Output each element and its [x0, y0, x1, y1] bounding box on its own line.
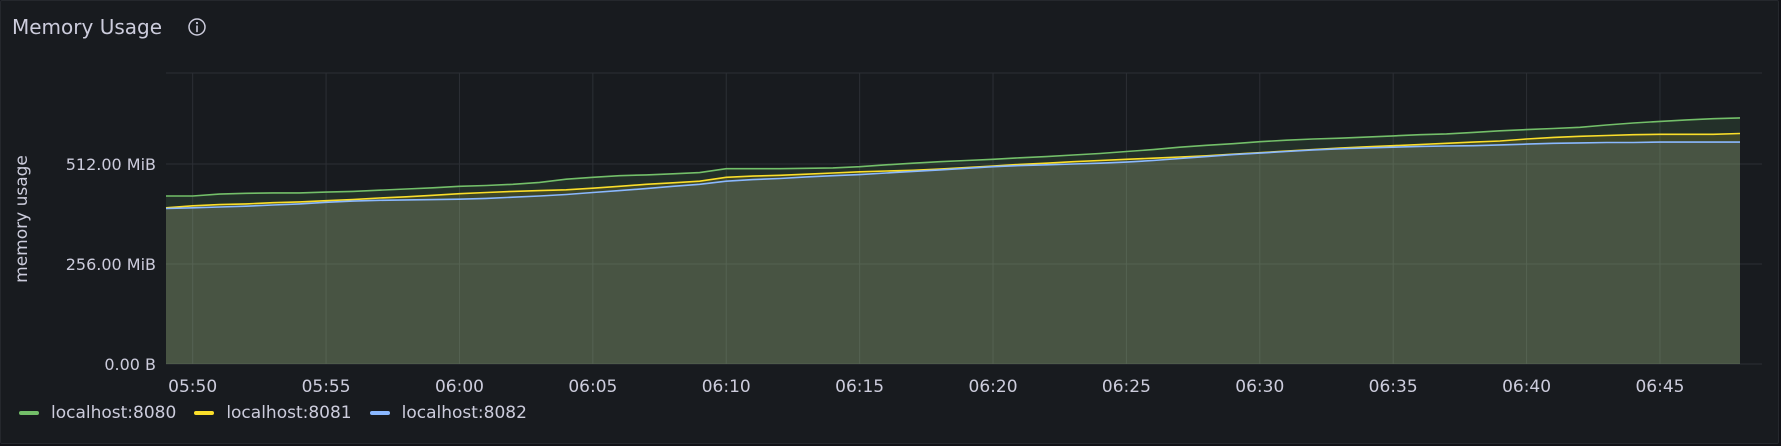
info-circle-icon[interactable]	[186, 16, 208, 38]
y-tick-label: 256.00 MiB	[66, 255, 156, 274]
series-line-localhost-8082	[165, 141, 1740, 210]
x-tick-label: 06:35	[1369, 377, 1418, 397]
y-tick-label: 512.00 MiB	[66, 155, 156, 174]
legend-label: localhost:8080	[51, 403, 177, 423]
series-area-localhost-8080	[166, 117, 1740, 365]
x-tick-label: 06:30	[1235, 377, 1284, 397]
legend-swatch	[369, 411, 390, 415]
x-tick-label: 06:10	[702, 377, 751, 397]
legend-swatch	[19, 411, 39, 415]
x-tick-label: 06:00	[435, 377, 484, 397]
legend-label: localhost:8081	[226, 403, 352, 423]
series-area-localhost-8082	[166, 142, 1740, 364]
legend-swatch	[194, 411, 215, 415]
legend-label: localhost:8082	[401, 403, 527, 423]
legend: localhost:8080 localhost:8081 localhost:80…	[19, 403, 545, 423]
x-tick-label: 06:05	[568, 377, 617, 397]
x-tick-label: 06:45	[1635, 377, 1684, 397]
legend-item[interactable]: localhost:8082	[369, 403, 527, 423]
series-lines	[165, 117, 1741, 210]
x-tick-label: 06:20	[969, 377, 1018, 397]
x-tick-label: 06:15	[835, 377, 884, 397]
y-axis-ticks: 0.00 B 256.00 MiB 512.00 MiB	[66, 155, 156, 374]
series-areas	[166, 117, 1740, 365]
y-tick-label: 0.00 B	[104, 355, 156, 374]
series-line-localhost-8080	[166, 117, 1741, 197]
panel-header: Memory Usage	[12, 13, 208, 41]
x-axis-ticks: 05:50 05:55 06:00 06:05 06:10 06:15 06:20 06:25…	[168, 377, 1684, 397]
y-axis-label: memory usage	[12, 155, 32, 283]
x-tick-label: 06:40	[1502, 377, 1551, 397]
legend-item[interactable]: localhost:8081	[194, 403, 352, 423]
x-tick-label: 05:50	[168, 377, 217, 397]
x-tick-label: 05:55	[302, 377, 351, 397]
panel-title: Memory Usage	[12, 15, 163, 39]
grid	[166, 72, 1762, 365]
legend-item[interactable]: localhost:8080	[19, 403, 176, 423]
x-tick-label: 06:25	[1102, 377, 1151, 397]
series-area-localhost-8081	[166, 133, 1740, 364]
